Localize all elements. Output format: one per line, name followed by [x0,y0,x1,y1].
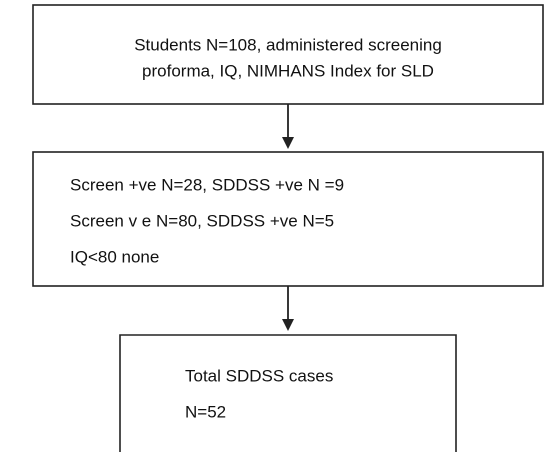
box [119,334,457,452]
box [32,4,544,105]
arrow-head [282,319,294,331]
node-text: IQ<80 none [70,247,159,266]
node-text: Students N=108, administered screening [134,35,442,54]
node-text: Total SDDSS cases [185,366,333,385]
node-text: N=52 [185,402,226,421]
arrow-head [282,137,294,149]
node-text: Screen +ve N=28, SDDSS +ve N =9 [70,175,344,194]
node-text: Screen v e N=80, SDDSS +ve N=5 [70,211,334,230]
node-text: proforma, IQ, NIMHANS Index for SLD [142,61,434,80]
